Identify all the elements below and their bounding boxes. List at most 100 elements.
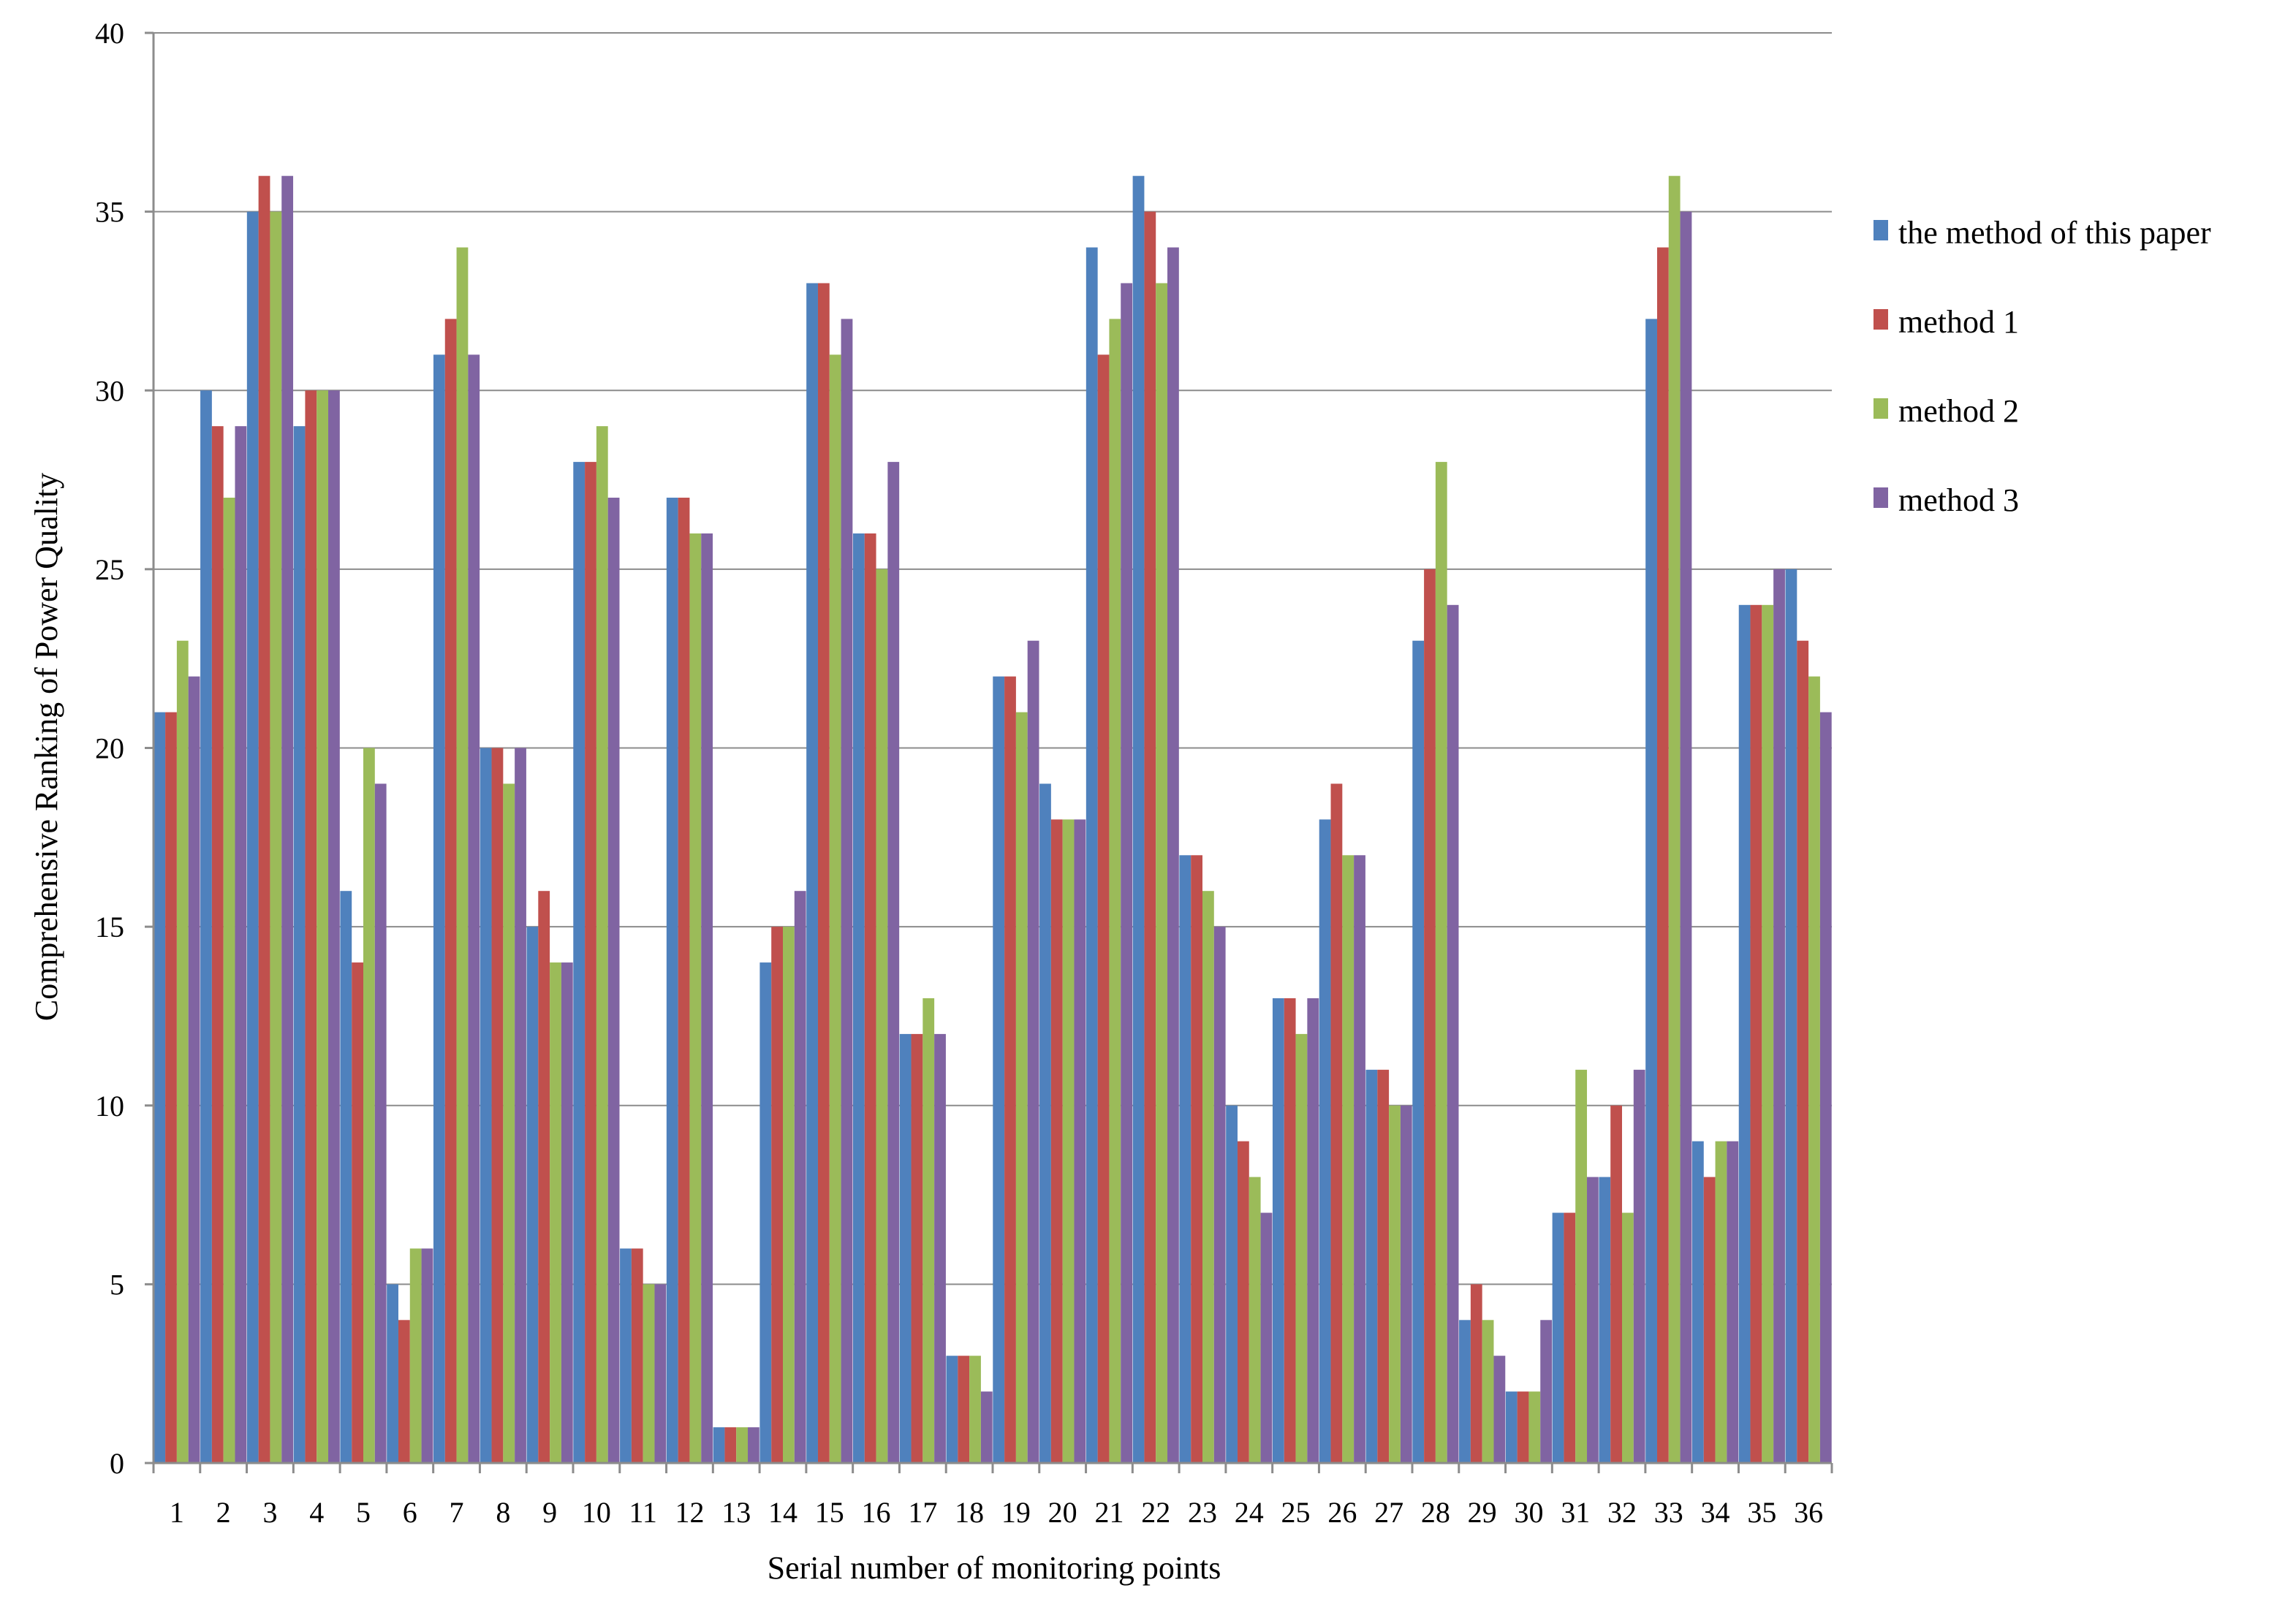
bar-2-34 [1703, 1177, 1716, 1463]
bar-4-34 [1727, 1141, 1739, 1463]
bar-1-2 [200, 390, 212, 1463]
bar-1-24 [1226, 1105, 1238, 1463]
bar-4-20 [1074, 819, 1086, 1463]
bar-4-8 [515, 748, 526, 1463]
bar-4-11 [654, 1284, 667, 1464]
bar-3-29 [1482, 1320, 1494, 1463]
bar-2-22 [1144, 211, 1156, 1464]
bar-4-17 [934, 1033, 946, 1463]
legend: the method of this paper method 1 method 2… [1873, 215, 2211, 518]
bar-4-13 [748, 1427, 759, 1463]
bar-2-27 [1377, 1069, 1390, 1463]
bar-1-13 [713, 1427, 725, 1463]
bar-4-24 [1260, 1212, 1273, 1463]
bar-1-4 [293, 426, 306, 1464]
bar-1-34 [1691, 1141, 1704, 1463]
x-tick-label-36: 36 [1794, 1496, 1823, 1529]
y-tick-label-25: 25 [95, 553, 124, 586]
bar-1-10 [573, 462, 586, 1463]
x-tick-label-35: 35 [1747, 1496, 1776, 1529]
bar-1-7 [433, 354, 445, 1464]
x-tick-label-18: 18 [955, 1496, 984, 1529]
legend-label-3: method 2 [1898, 393, 2019, 429]
bar-4-19 [1027, 640, 1039, 1463]
bar-3-36 [1808, 676, 1820, 1463]
x-tick-label-33: 33 [1654, 1496, 1683, 1529]
bar-2-1 [165, 712, 177, 1463]
bar-2-7 [444, 319, 457, 1463]
bar-2-35 [1750, 604, 1762, 1463]
bar-3-27 [1389, 1105, 1401, 1463]
bar-3-34 [1715, 1141, 1727, 1463]
bar-4-30 [1540, 1320, 1553, 1463]
bar-1-15 [806, 283, 818, 1464]
x-tick-label-34: 34 [1701, 1496, 1730, 1529]
bar-2-19 [1004, 676, 1016, 1463]
bar-2-24 [1237, 1141, 1249, 1463]
bar-1-21 [1086, 247, 1098, 1463]
legend-swatch-4 [1873, 487, 1888, 508]
bars [154, 175, 1832, 1464]
bar-3-16 [876, 569, 888, 1464]
x-tick-label-12: 12 [675, 1496, 704, 1529]
y-tick-label-40: 40 [95, 17, 124, 50]
x-tick-label-5: 5 [356, 1496, 371, 1529]
bar-2-5 [352, 962, 363, 1463]
bar-3-22 [1156, 283, 1168, 1464]
y-tick-label-15: 15 [95, 911, 124, 943]
bar-4-15 [841, 319, 853, 1463]
bar-1-8 [480, 748, 492, 1463]
bar-2-28 [1424, 569, 1436, 1464]
y-tick-label-0: 0 [110, 1447, 124, 1480]
bar-3-11 [643, 1284, 655, 1464]
bar-1-27 [1365, 1069, 1378, 1463]
bar-3-33 [1668, 175, 1681, 1464]
bar-2-36 [1797, 640, 1809, 1463]
x-tick-label-1: 1 [170, 1496, 184, 1529]
bar-2-4 [305, 390, 317, 1463]
bar-3-28 [1435, 462, 1447, 1463]
bar-1-35 [1738, 604, 1751, 1463]
x-tick-label-24: 24 [1235, 1496, 1264, 1529]
bar-3-2 [223, 498, 235, 1463]
x-tick-label-25: 25 [1281, 1496, 1311, 1529]
bar-2-10 [585, 462, 596, 1463]
bar-1-33 [1645, 319, 1657, 1463]
x-tick-label-21: 21 [1094, 1496, 1124, 1529]
bar-4-23 [1213, 927, 1226, 1464]
bar-1-25 [1272, 998, 1284, 1463]
bar-3-7 [456, 247, 469, 1463]
bar-1-31 [1552, 1212, 1564, 1463]
bar-1-26 [1319, 819, 1331, 1463]
bar-1-22 [1132, 175, 1145, 1464]
y-tick-label-10: 10 [95, 1090, 124, 1122]
bar-2-20 [1050, 819, 1063, 1463]
bar-2-26 [1330, 783, 1343, 1463]
bar-4-10 [607, 498, 620, 1463]
bar-4-36 [1819, 712, 1832, 1463]
bar-3-30 [1528, 1391, 1541, 1463]
bar-3-4 [317, 390, 329, 1463]
bar-1-19 [993, 676, 1005, 1463]
y-tick-label-35: 35 [95, 196, 124, 229]
x-tick-label-19: 19 [1001, 1496, 1031, 1529]
legend-swatch-3 [1873, 398, 1888, 419]
bar-4-16 [887, 462, 900, 1463]
bar-3-3 [270, 211, 282, 1464]
bar-4-33 [1680, 211, 1692, 1464]
bar-2-9 [538, 891, 550, 1463]
bar-3-31 [1575, 1069, 1588, 1463]
bar-4-28 [1447, 604, 1459, 1463]
bar-1-3 [246, 211, 259, 1464]
x-tick-label-8: 8 [496, 1496, 510, 1529]
bar-1-20 [1039, 783, 1051, 1463]
x-tick-label-14: 14 [768, 1496, 797, 1529]
x-tick-label-29: 29 [1468, 1496, 1497, 1529]
x-tick-label-32: 32 [1607, 1496, 1637, 1529]
bar-2-32 [1610, 1105, 1622, 1463]
bar-3-14 [783, 927, 795, 1464]
bar-3-8 [503, 783, 515, 1463]
bar-2-23 [1191, 855, 1202, 1463]
bar-1-23 [1179, 855, 1191, 1463]
